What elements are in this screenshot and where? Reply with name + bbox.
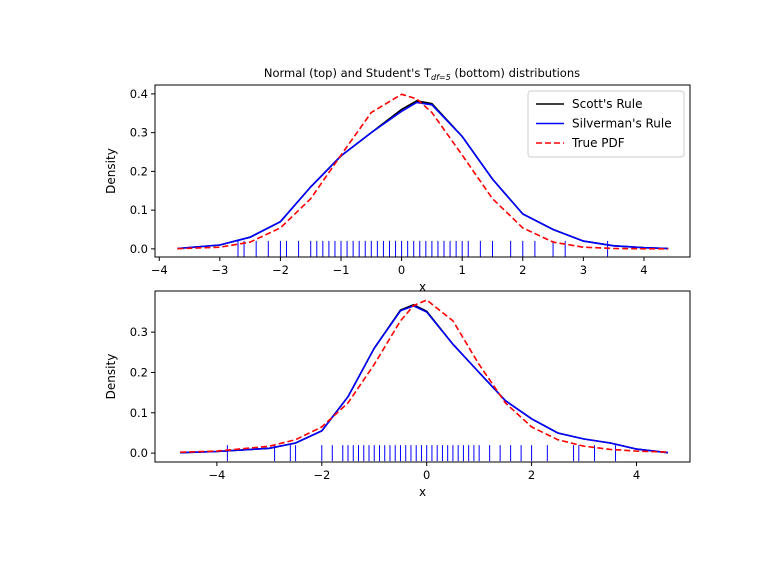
y-tick-label: 0.0: [130, 446, 148, 460]
y-tick-label: 0.2: [130, 164, 148, 178]
x-tick-label: 0: [398, 263, 405, 277]
legend: Scott's Rule Silverman's Rule True PDF: [527, 90, 685, 158]
y-tick-label: 0.1: [130, 406, 148, 420]
x-tick-label: 4: [640, 263, 647, 277]
y-tick-label: 0.2: [130, 365, 148, 379]
x-tick-label: −2: [313, 468, 330, 482]
series-line: [177, 93, 669, 250]
axes-frame: [154, 290, 691, 463]
y-tick-label: 0.3: [130, 325, 148, 339]
x-tick-label: 4: [633, 468, 640, 482]
x-tick-label: 2: [519, 263, 526, 277]
x-tick-label: −4: [151, 263, 168, 277]
x-tick-label: 2: [528, 468, 535, 482]
y-tick-label: 0.4: [130, 87, 148, 101]
y-tick-label: 0.0: [130, 242, 148, 256]
series-line: [180, 299, 669, 453]
legend-label: True PDF: [571, 136, 625, 150]
x-tick-label: 1: [459, 263, 466, 277]
title-subscript: df=5: [431, 73, 451, 82]
x-tick-label: 3: [580, 263, 587, 277]
x-tick-label: −4: [208, 468, 225, 482]
series-line: [180, 305, 669, 454]
x-tick-label: −3: [211, 263, 228, 277]
y-axis-label: Density: [104, 148, 118, 194]
x-tick-label: 0: [423, 468, 430, 482]
y-tick-label: 0.1: [130, 203, 148, 217]
x-tick-label: −2: [272, 263, 289, 277]
x-axis-label: x: [419, 485, 426, 499]
axes-frame: [154, 84, 691, 258]
chart-title: Normal (top) and Student's Tdf=5 (bottom…: [264, 66, 580, 82]
title-part: Normal (top) and Student's T: [264, 66, 432, 80]
legend-frame: [527, 90, 685, 158]
legend-label: Silverman's Rule: [572, 117, 672, 131]
x-axis-label: x: [419, 280, 426, 294]
series-line: [177, 101, 669, 250]
x-tick-label: −1: [333, 263, 350, 277]
legend-label: Scott's Rule: [572, 97, 642, 111]
y-axis-label: Density: [104, 354, 118, 400]
title-part: (bottom) distributions: [451, 66, 580, 80]
y-tick-label: 0.3: [130, 126, 148, 140]
